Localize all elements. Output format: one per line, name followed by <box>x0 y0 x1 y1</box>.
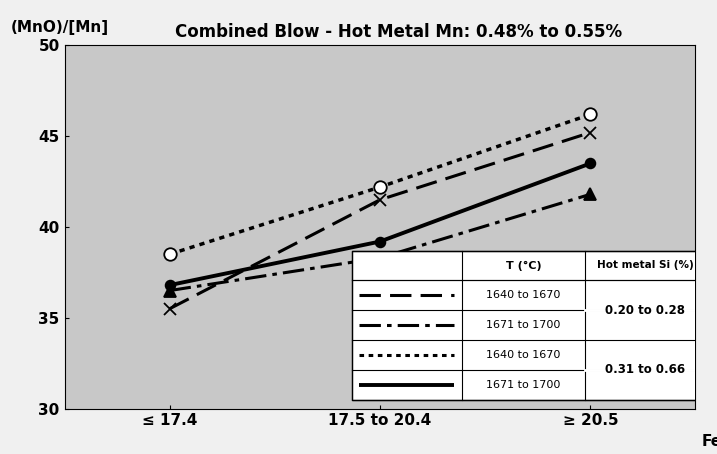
Text: 1671 to 1700: 1671 to 1700 <box>486 380 561 390</box>
Text: Combined Blow - Hot Metal Mn: 0.48% to 0.55%: Combined Blow - Hot Metal Mn: 0.48% to 0… <box>175 23 622 41</box>
Text: FeT(%): FeT(%) <box>702 434 717 449</box>
Text: 0.20 to 0.28: 0.20 to 0.28 <box>605 304 685 317</box>
Text: 0.31 to 0.66: 0.31 to 0.66 <box>605 363 685 376</box>
Text: 1640 to 1670: 1640 to 1670 <box>486 290 561 300</box>
Text: 1640 to 1670: 1640 to 1670 <box>486 350 561 360</box>
Text: (MnO)/[Mn]: (MnO)/[Mn] <box>11 20 109 35</box>
FancyBboxPatch shape <box>351 251 705 400</box>
Text: T (°C): T (°C) <box>505 261 541 271</box>
Text: Hot metal Si (%): Hot metal Si (%) <box>597 261 693 271</box>
Text: 1671 to 1700: 1671 to 1700 <box>486 320 561 330</box>
